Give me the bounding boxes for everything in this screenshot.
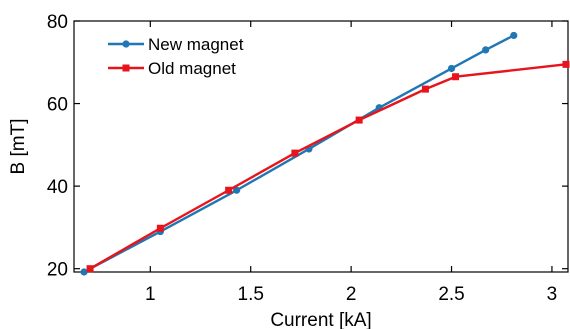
series-0 bbox=[80, 31, 518, 276]
y-axis-label: B [mT] bbox=[8, 119, 29, 175]
data-point bbox=[225, 186, 233, 194]
data-point bbox=[80, 268, 88, 276]
data-point bbox=[452, 73, 460, 81]
legend-label: Old magnet bbox=[148, 59, 236, 78]
x-tick-label: 2.5 bbox=[438, 284, 464, 305]
data-point bbox=[156, 224, 164, 232]
x-tick-label: 3 bbox=[547, 284, 558, 305]
data-point bbox=[421, 85, 429, 93]
x-tick-label: 2 bbox=[346, 284, 357, 305]
data-point bbox=[482, 46, 490, 54]
x-tick-label: 1 bbox=[145, 284, 156, 305]
legend-marker bbox=[122, 64, 130, 72]
y-tick-label: 40 bbox=[47, 177, 68, 198]
y-tick-label: 60 bbox=[47, 95, 68, 116]
data-point bbox=[86, 265, 94, 273]
series-line bbox=[89, 63, 567, 270]
y-tick-label: 20 bbox=[47, 260, 68, 281]
legend-entry: New magnet bbox=[108, 35, 244, 54]
data-point bbox=[447, 64, 456, 73]
y-tick-label: 80 bbox=[47, 12, 68, 33]
legend-label: New magnet bbox=[148, 35, 244, 54]
data-point bbox=[233, 186, 241, 194]
data-point bbox=[355, 116, 363, 124]
legend-marker bbox=[122, 40, 130, 48]
x-tick-label: 1.5 bbox=[238, 284, 264, 305]
series-layer bbox=[80, 31, 570, 276]
series-1 bbox=[86, 60, 570, 273]
x-axis-label: Current [kA] bbox=[270, 310, 371, 329]
axes: 1 1.5 2 2.5 3 20 40 60 80 bbox=[47, 12, 569, 305]
data-point bbox=[291, 149, 299, 157]
legend: New magnet Old magnet bbox=[108, 35, 244, 78]
data-point bbox=[510, 31, 518, 40]
plot-frame bbox=[73, 20, 569, 273]
data-point bbox=[562, 60, 570, 68]
legend-entry: Old magnet bbox=[108, 59, 236, 78]
